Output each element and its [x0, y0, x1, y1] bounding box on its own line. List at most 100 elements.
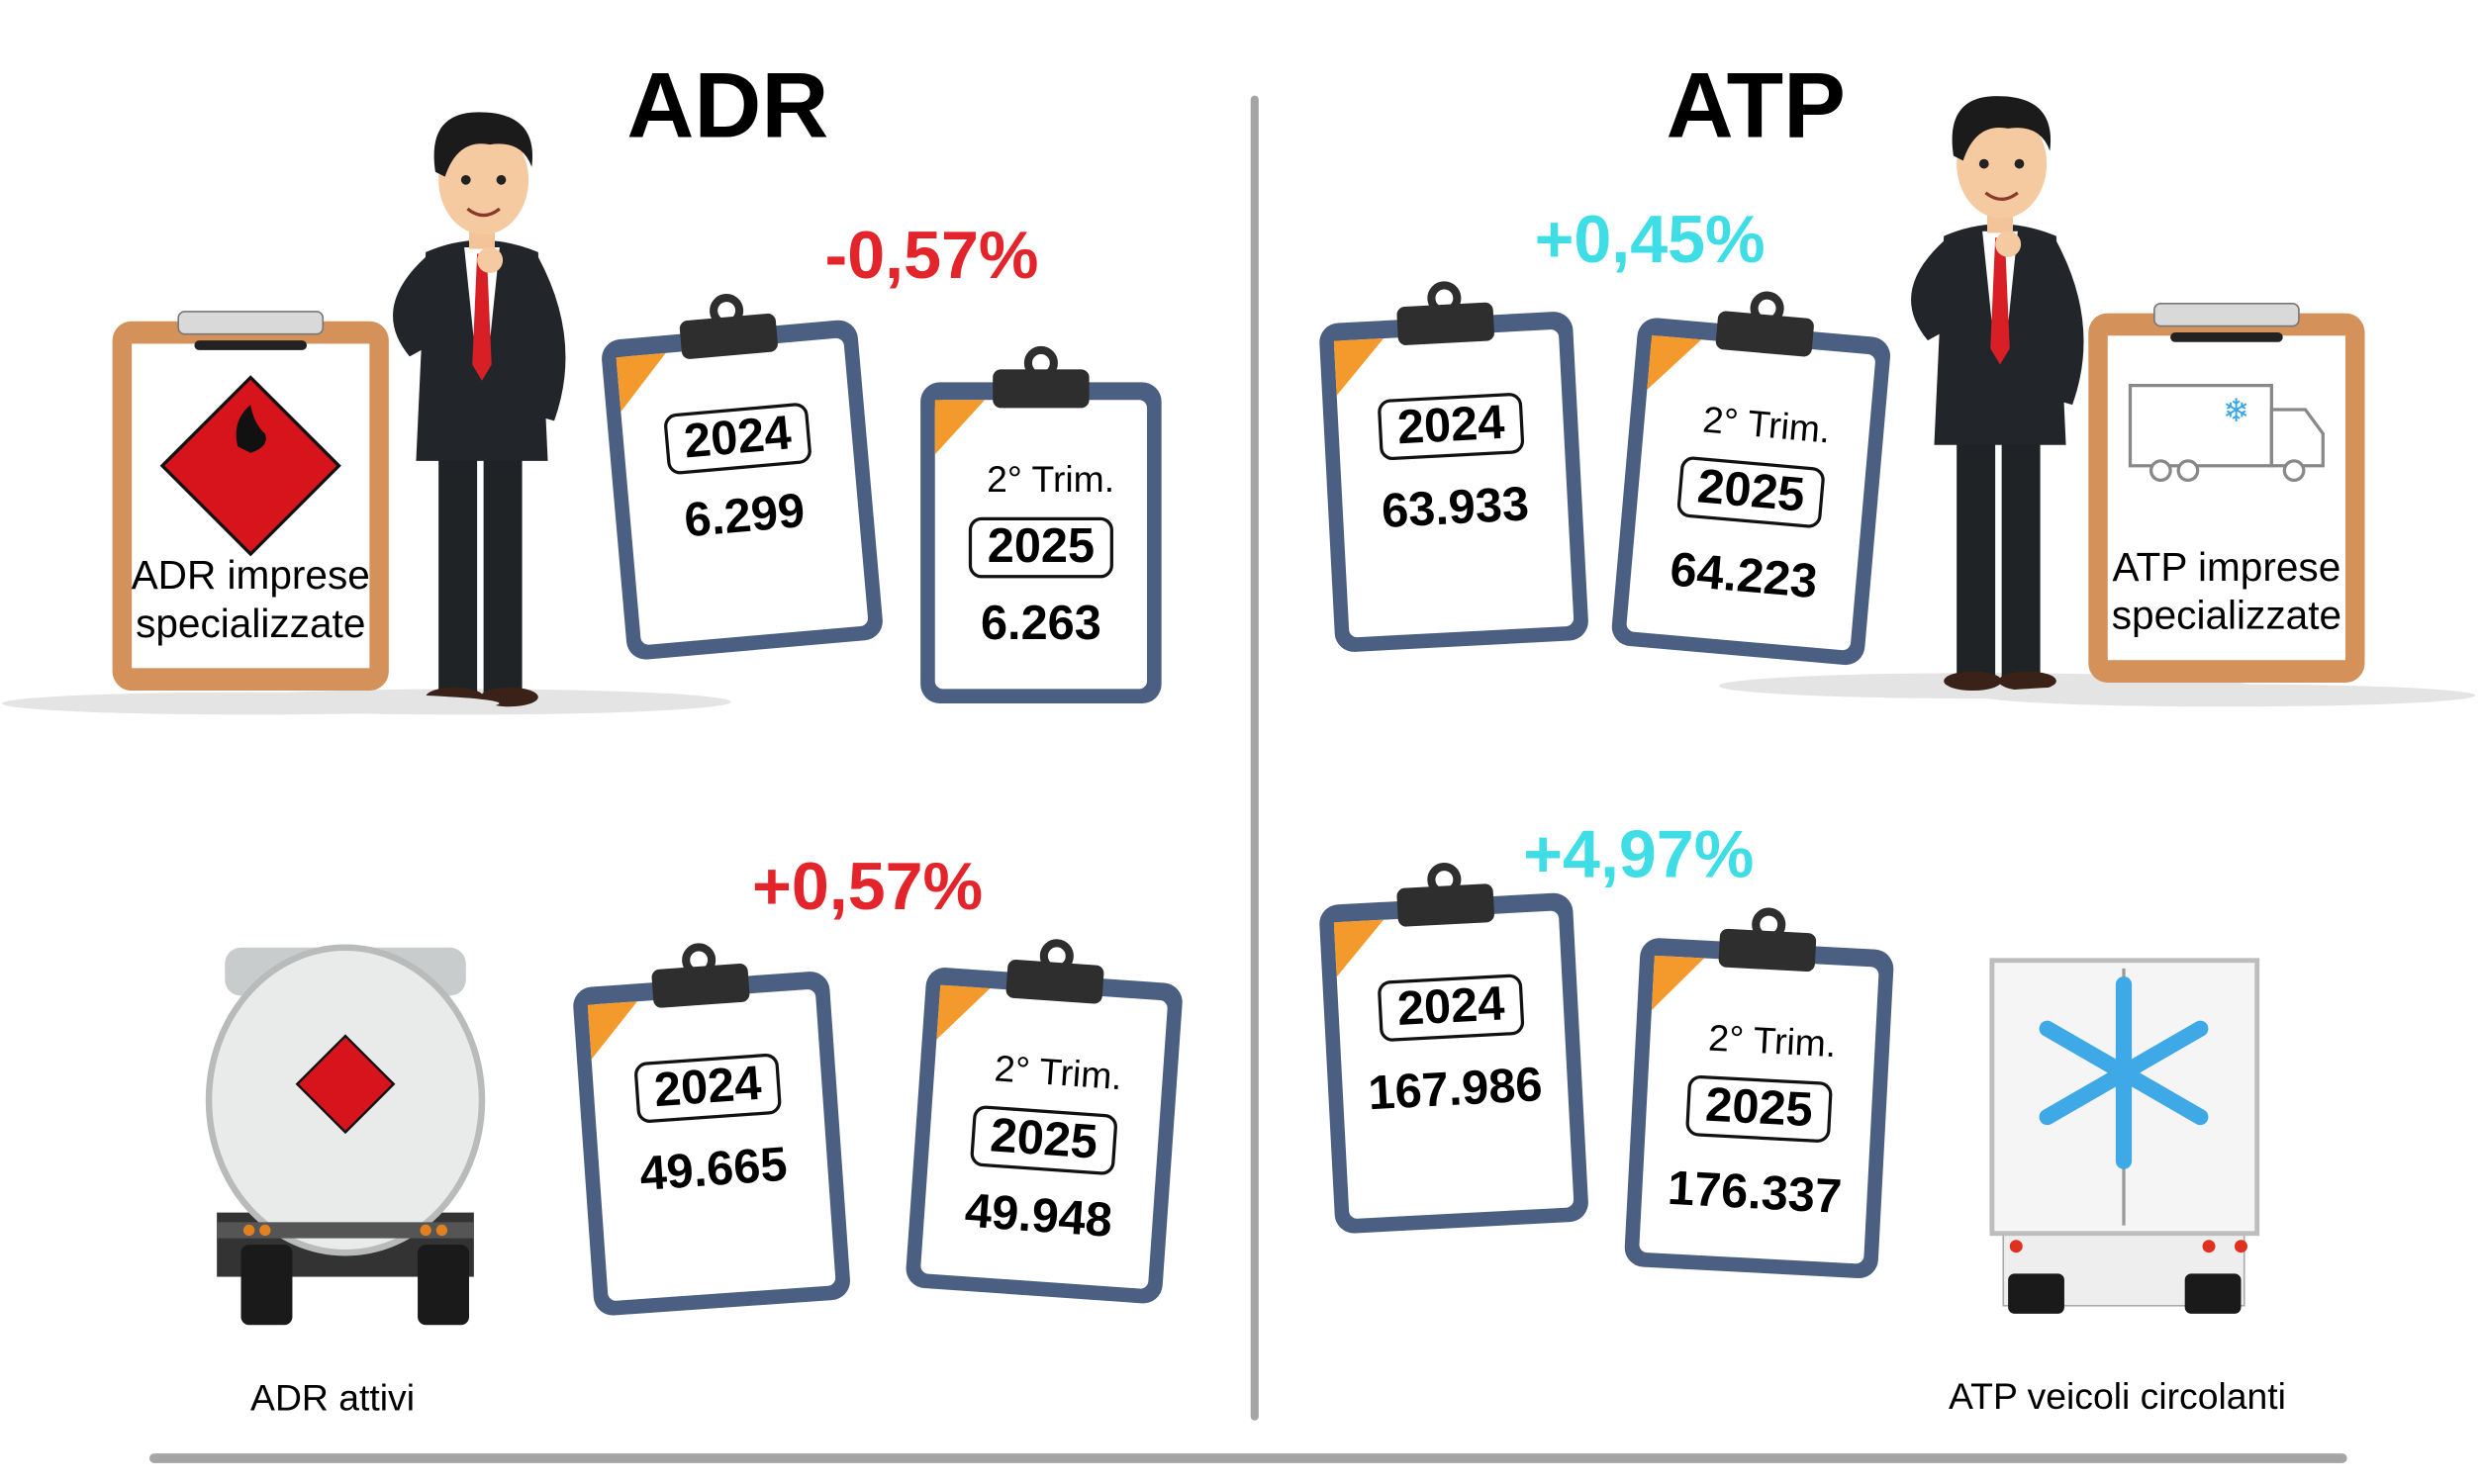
paper — [2107, 335, 2346, 661]
year: 2025 — [1704, 1078, 1814, 1138]
panel-label: ADR imprese — [132, 552, 370, 598]
year: 2025 — [988, 519, 1095, 573]
clip — [1715, 311, 1814, 357]
arm — [2043, 240, 2084, 406]
value: 49.948 — [963, 1184, 1113, 1248]
value: 6.263 — [981, 597, 1101, 650]
tire — [240, 1245, 293, 1326]
hand — [477, 247, 504, 273]
light — [242, 1224, 255, 1237]
clipboard: 2° Trim. 2025 6.263 — [920, 345, 1162, 704]
panel-label: specializzate — [136, 601, 365, 646]
year-box — [634, 1053, 782, 1123]
head — [1957, 109, 2048, 219]
clip — [1396, 302, 1494, 345]
tie — [1990, 237, 2010, 365]
light — [259, 1224, 271, 1237]
period: 2° Trim. — [1707, 1016, 1837, 1065]
clip-ring — [710, 293, 744, 328]
tanker — [205, 944, 486, 1326]
eye — [460, 174, 471, 185]
paper-corner — [934, 400, 986, 455]
flame — [236, 405, 266, 453]
light — [420, 1224, 431, 1237]
section-title: ADR — [626, 53, 828, 157]
paper-corner — [1651, 955, 1705, 1010]
panel-label: specializzate — [2112, 593, 2341, 638]
value: 167.986 — [1367, 1058, 1544, 1120]
change: +4,97% — [1523, 817, 1754, 892]
clip — [651, 964, 750, 1008]
paper-corner — [1333, 338, 1384, 396]
clip — [1005, 959, 1104, 1004]
paper-corner — [616, 352, 666, 413]
year: 2024 — [1396, 396, 1506, 455]
eye — [1978, 158, 1989, 169]
year-box — [1378, 974, 1525, 1042]
panel-label: ADR attivi — [250, 1376, 415, 1418]
value: 49.665 — [638, 1138, 789, 1201]
shoe — [1944, 671, 2002, 692]
clipboard: 2024 6.299 — [602, 293, 883, 660]
year-box — [1378, 393, 1525, 461]
clipboard: 2024 167.986 — [1319, 863, 1588, 1234]
wheel — [2176, 459, 2200, 483]
wheel — [2148, 459, 2172, 483]
clipboard: 2024 49.665 — [573, 943, 850, 1316]
light — [2202, 1240, 2216, 1253]
arm — [525, 256, 566, 421]
clip-ring — [1752, 907, 1786, 942]
paper-corner — [936, 984, 991, 1040]
clip-bar — [194, 340, 308, 350]
clipboard: 2° Trim. 2025 176.337 — [1624, 907, 1894, 1278]
change: +0,45% — [1535, 202, 1766, 277]
year: 2024 — [1396, 976, 1506, 1036]
section-title: ATP — [1667, 53, 1846, 157]
value: 176.337 — [1667, 1161, 1844, 1224]
tire — [2008, 1273, 2064, 1314]
legs — [438, 436, 478, 695]
legs — [2001, 420, 2041, 679]
hazard-sign — [159, 375, 341, 557]
hazard-sign — [295, 1034, 396, 1135]
tire — [418, 1245, 470, 1326]
tie — [472, 253, 492, 381]
change: +0,57% — [752, 849, 983, 924]
eye — [496, 174, 507, 185]
mouth — [1984, 191, 2019, 201]
shoe — [1998, 671, 2056, 692]
paper-corner — [587, 1001, 637, 1060]
wheel — [2282, 459, 2306, 483]
value: 6.299 — [682, 484, 807, 547]
clip-ring — [1039, 939, 1074, 974]
head — [438, 125, 529, 235]
year: 2024 — [652, 1057, 763, 1117]
clip — [177, 311, 325, 335]
period: 2° Trim. — [994, 1047, 1124, 1097]
year-box — [968, 516, 1113, 579]
snowflake — [2039, 976, 2209, 1169]
year: 2024 — [682, 406, 794, 468]
clip-ring — [1427, 863, 1462, 897]
clip-ring — [1750, 291, 1784, 325]
paper-corner — [1647, 334, 1702, 390]
clip-ring — [682, 943, 716, 977]
clip — [1396, 883, 1494, 927]
light — [435, 1224, 448, 1237]
year: 2025 — [1695, 459, 1807, 521]
hand — [1995, 231, 2022, 257]
year-box — [1685, 1074, 1833, 1143]
value: 63.933 — [1381, 477, 1531, 538]
light — [2235, 1240, 2247, 1253]
year-box — [970, 1105, 1117, 1175]
tire — [2184, 1273, 2242, 1314]
legs — [483, 436, 523, 695]
year-box — [1676, 456, 1825, 528]
businessman — [1718, 96, 2249, 699]
arm — [393, 256, 439, 357]
period: 2° Trim. — [987, 458, 1114, 500]
